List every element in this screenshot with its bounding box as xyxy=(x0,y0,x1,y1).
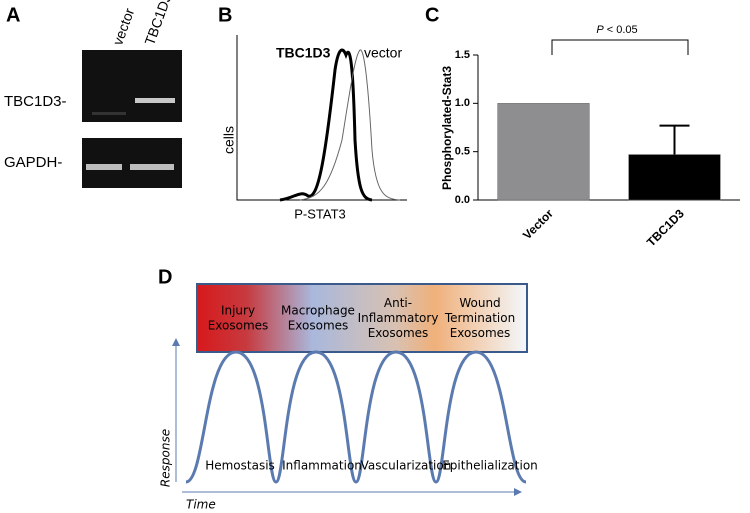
stage-label-line: Exosomes xyxy=(368,326,429,340)
gel-band xyxy=(135,98,175,103)
legend-label: TBC1D3 xyxy=(276,45,331,61)
legend-label: vector xyxy=(364,45,402,61)
panel-letter: D xyxy=(158,266,172,288)
y-tick-label: 1.0 xyxy=(455,97,470,109)
stage-label: Anti-Inflammatory Exosomes xyxy=(358,296,439,340)
x-tick-label: TBC1D3 xyxy=(644,206,687,249)
phase-curves xyxy=(185,350,527,484)
stage-label-line: Termination xyxy=(444,311,515,325)
stage-label: Wound Termination Exosomes xyxy=(444,296,515,340)
stage-label-line: Exosomes xyxy=(450,326,511,340)
axes xyxy=(236,35,407,201)
row-label: TBC1D3- xyxy=(4,93,67,110)
gel-band xyxy=(92,112,126,115)
annotation: P < 0.05 xyxy=(596,24,637,36)
panel-a: A vector TBC1D3 TBC1D3- GAPDH- xyxy=(4,0,182,188)
lane-label: TBC1D3 xyxy=(141,0,174,47)
gel-band xyxy=(130,164,174,170)
error-bar xyxy=(659,124,690,155)
y-tick-label: 0.5 xyxy=(455,146,470,158)
stage-label-line: Injury xyxy=(221,303,255,317)
stage-label-line: Exosomes xyxy=(288,318,349,332)
phase-label: Hemostasis xyxy=(205,459,275,473)
x-axis-label: Time xyxy=(186,498,216,512)
histogram-curve xyxy=(279,48,373,202)
y-tick-label: 1.5 xyxy=(455,49,470,61)
y-axis-label: Response xyxy=(159,429,173,487)
gel xyxy=(82,138,182,188)
x-tick-label: Vector xyxy=(520,206,556,242)
panel-letter: C xyxy=(425,4,439,26)
panel-b: B TBC1D3 vector cells P-STAT3 xyxy=(218,4,407,221)
stage-label-line: Macrophage xyxy=(281,303,355,317)
row-label: GAPDH- xyxy=(4,154,62,171)
histogram-curve xyxy=(299,49,401,201)
phase-label: Inflammation xyxy=(282,459,362,473)
panel-d: D Response Time Injury ExosomesMacrophage… xyxy=(158,266,538,511)
lane-label: vector xyxy=(109,6,137,48)
stage-label: Injury Exosomes xyxy=(208,303,269,332)
gel-band xyxy=(86,164,122,170)
stage-label-line: Anti- xyxy=(384,296,412,310)
y-axis-label: Phosphorylated-Stat3 xyxy=(440,66,454,190)
x-axis-label: P-STAT3 xyxy=(294,206,346,221)
y-axis-label: cells xyxy=(221,126,237,154)
stage-label: Macrophage Exosomes xyxy=(281,303,355,332)
bar xyxy=(628,154,721,201)
stage-label-line: Exosomes xyxy=(208,318,269,332)
stage-label-line: Wound xyxy=(459,296,500,310)
stage-label-line: Inflammatory xyxy=(358,311,439,325)
phase-label: Vascularization xyxy=(361,459,452,473)
phase-label: Epithelialization xyxy=(442,459,538,473)
panel-letter: B xyxy=(218,4,232,26)
bar xyxy=(497,103,590,201)
stage-bar xyxy=(196,283,528,353)
y-tick-label: 0.0 xyxy=(455,194,470,206)
panel-c: C Phosphorylated-Stat3 P < 0.05 0.0 0.5 1.… xyxy=(425,4,740,249)
significance-bracket xyxy=(551,39,689,55)
gel xyxy=(82,50,182,122)
panel-letter: A xyxy=(6,4,20,26)
